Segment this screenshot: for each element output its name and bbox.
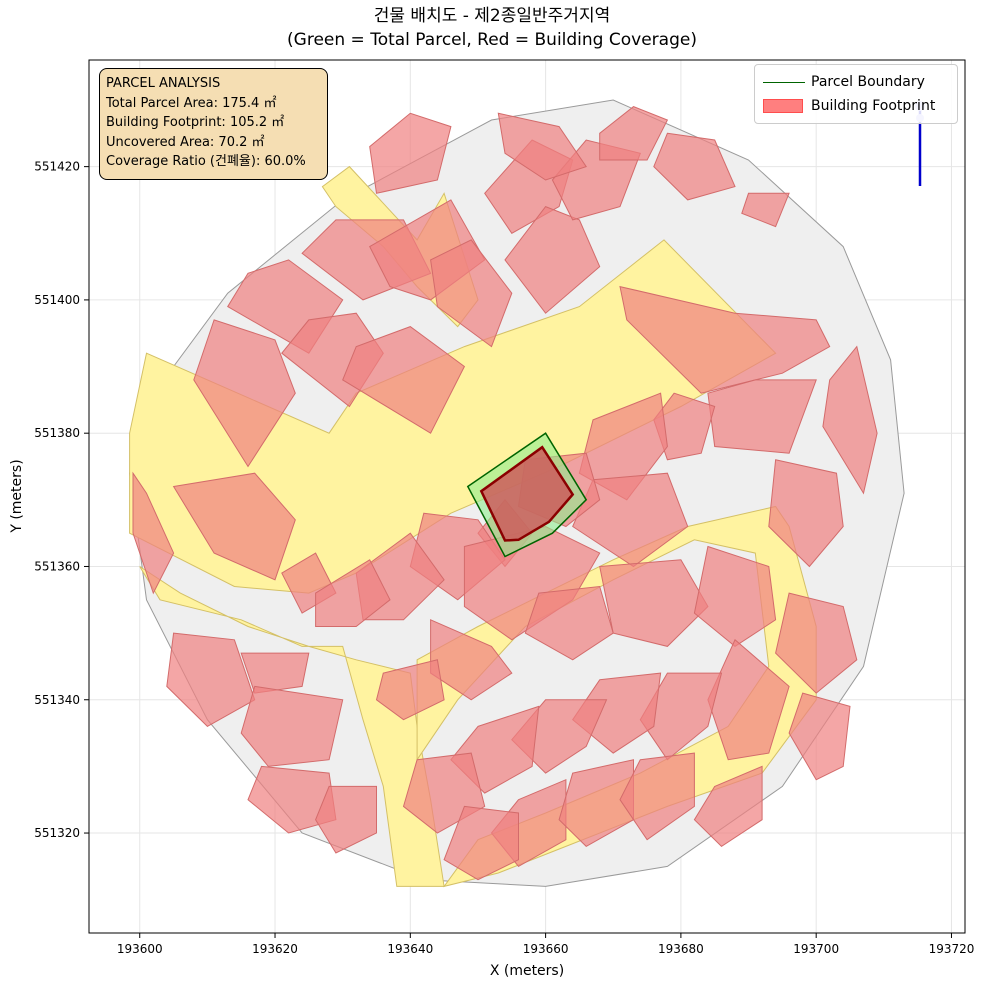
x-axis-label: X (meters) <box>490 963 564 979</box>
y-axis-label: Y (meters) <box>9 459 25 533</box>
site-building-footprint <box>479 445 575 542</box>
context-building <box>342 326 466 434</box>
context-building <box>240 685 344 767</box>
y-tick-label: 551360 <box>34 559 80 573</box>
context-building <box>369 112 452 194</box>
legend-line-swatch <box>763 82 805 83</box>
y-tick-label: 551320 <box>34 826 80 840</box>
info-uncovered: Uncovered Area: 70.2 ㎡ <box>106 134 265 150</box>
context-building <box>619 285 831 394</box>
context-building <box>166 632 256 728</box>
context-building <box>653 132 736 201</box>
context-building <box>240 652 310 694</box>
legend-label: Parcel Boundary <box>811 74 925 90</box>
context-building <box>822 345 878 495</box>
x-tick-label: 193600 <box>117 942 163 956</box>
site-layer <box>466 432 588 558</box>
info-total-area: Total Parcel Area: 175.4 ㎡ <box>106 95 277 111</box>
x-tick-label: 193680 <box>658 942 704 956</box>
context-building <box>558 759 634 848</box>
legend: Parcel Boundary Building Footprint <box>754 64 958 124</box>
context-building <box>375 659 445 721</box>
x-tick-label: 193640 <box>387 942 433 956</box>
legend-patch-swatch <box>763 99 803 113</box>
building-layer <box>132 106 878 881</box>
context-building <box>504 205 601 314</box>
x-tick-label: 193700 <box>793 942 839 956</box>
context-building <box>193 319 296 468</box>
context-building <box>497 112 587 181</box>
context-building <box>788 692 851 781</box>
map-layer <box>129 99 905 888</box>
context-building <box>315 559 391 627</box>
y-tick-label: 551380 <box>34 426 80 440</box>
context-building <box>693 545 777 648</box>
info-footprint: Building Footprint: 105.2 ㎡ <box>106 115 285 130</box>
chart-title-line1: 건물 배치도 - 제2종일반주거지역 <box>373 6 611 26</box>
context-building <box>172 472 296 581</box>
context-building <box>247 765 337 834</box>
x-tick-label: 193620 <box>252 942 298 956</box>
y-tick-label: 551340 <box>34 693 80 707</box>
chart-title: 건물 배치도 - 제2종일반주거지역 (Green = Total Parcel… <box>0 4 984 52</box>
legend-label: Building Footprint <box>811 98 936 114</box>
x-tick-label: 193720 <box>929 942 975 956</box>
y-axis-ticks: 551320 551340 551360 551380 551400 551420 <box>34 160 89 840</box>
context-building <box>775 592 858 694</box>
info-coverage: Coverage Ratio (건폐율): 60.0% <box>106 154 306 169</box>
context-building <box>599 559 709 647</box>
context-building <box>707 379 817 454</box>
context-building <box>524 585 614 661</box>
plot-frame <box>88 59 966 934</box>
info-heading: PARCEL ANALYSIS <box>106 76 221 91</box>
context-building <box>599 106 669 161</box>
context-building <box>768 459 844 568</box>
context-building <box>430 239 513 348</box>
x-axis-ticks: 193600 193620 193640 193660 193680 193700 1937… <box>117 933 975 956</box>
context-building <box>741 192 790 228</box>
x-tick-label: 193660 <box>523 942 569 956</box>
context-building <box>693 765 763 848</box>
parcel-analysis-box: PARCEL ANALYSIS Total Parcel Area: 175.4… <box>99 68 328 180</box>
context-building <box>619 752 695 841</box>
context-building <box>315 785 377 854</box>
chart-title-line2: (Green = Total Parcel, Red = Building Co… <box>287 30 697 50</box>
y-tick-label: 551400 <box>34 293 80 307</box>
context-building <box>443 805 519 881</box>
context-building <box>132 471 175 595</box>
y-tick-label: 551420 <box>34 160 80 174</box>
